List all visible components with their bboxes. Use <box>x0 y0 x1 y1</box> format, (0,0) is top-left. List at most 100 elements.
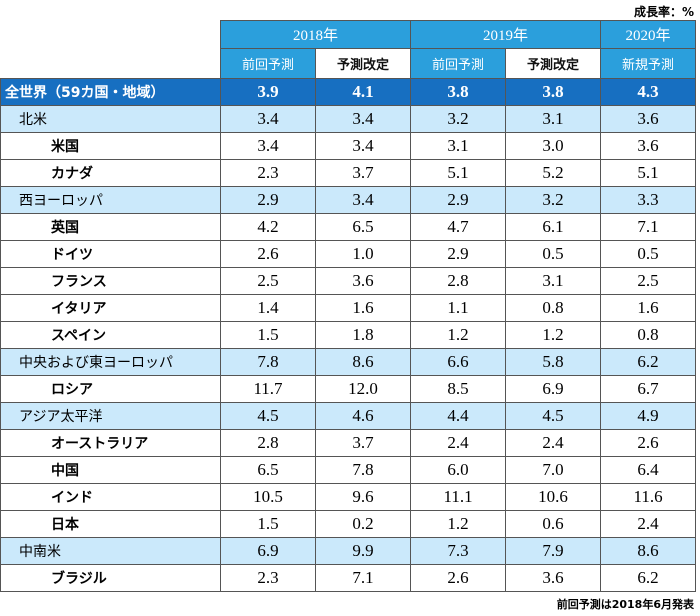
value-cell: 1.2 <box>410 510 507 538</box>
row-name: ドイツ <box>0 240 221 268</box>
value-cell: 2.9 <box>220 186 316 214</box>
value-cell: 3.4 <box>314 186 412 214</box>
value-cell: 5.1 <box>600 159 697 187</box>
value-cell: 4.5 <box>220 402 316 430</box>
year-header: 2019年 <box>410 20 602 49</box>
value-cell: 7.8 <box>314 456 412 484</box>
value-cell: 1.0 <box>314 240 412 268</box>
row: フランス 2.5 3.6 2.8 3.1 2.5 <box>0 267 697 295</box>
value-cell: 7.3 <box>410 537 507 565</box>
subheader-row: 前回予測 予測改定 前回予測 予測改定 新規予測 <box>0 48 697 79</box>
value-cell: 11.1 <box>410 483 507 511</box>
value-cell: 2.9 <box>410 186 507 214</box>
value-cell: 3.6 <box>600 105 697 133</box>
value-cell: 12.0 <box>314 375 412 403</box>
value-cell: 1.2 <box>410 321 507 349</box>
value-cell: 8.5 <box>410 375 507 403</box>
value-cell: 6.2 <box>600 348 697 376</box>
value-cell: 8.6 <box>314 348 412 376</box>
value-cell: 4.2 <box>220 213 316 241</box>
value-cell: 3.1 <box>505 105 602 133</box>
footnote: 前回予測は2018年6月発表 <box>556 598 694 611</box>
value-cell: 7.1 <box>314 564 412 592</box>
value-cell: 1.4 <box>220 294 316 322</box>
value-cell: 7.1 <box>600 213 697 241</box>
row-name: 中央および東ヨーロッパ <box>0 348 221 376</box>
value-cell: 0.5 <box>505 240 602 268</box>
value-cell: 1.6 <box>600 294 697 322</box>
value-cell: 3.6 <box>314 267 412 295</box>
value-cell: 2.6 <box>220 240 316 268</box>
value-cell: 3.8 <box>505 78 602 106</box>
row: 米国 3.4 3.4 3.1 3.0 3.6 <box>0 132 697 160</box>
value-cell: 6.0 <box>410 456 507 484</box>
subheader: 前回予測 <box>220 48 316 79</box>
value-cell: 4.7 <box>410 213 507 241</box>
value-cell: 5.1 <box>410 159 507 187</box>
value-cell: 3.1 <box>505 267 602 295</box>
value-cell: 1.5 <box>220 510 316 538</box>
value-cell: 6.4 <box>600 456 697 484</box>
unit-note: 成長率：% <box>633 5 694 19</box>
header-row: 2018年 2019年 2020年 <box>0 20 697 49</box>
row: ロシア 11.7 12.0 8.5 6.9 6.7 <box>0 375 697 403</box>
row-name: カナダ <box>0 159 221 187</box>
row-name: インド <box>0 483 221 511</box>
growth-table: 2018年 2019年 2020年 前回予測 予測改定 前回予測 予測改定 新規予測 全世界（5… <box>0 20 697 592</box>
value-cell: 6.2 <box>600 564 697 592</box>
value-cell: 3.4 <box>314 132 412 160</box>
value-cell: 3.7 <box>314 159 412 187</box>
value-cell: 7.9 <box>505 537 602 565</box>
value-cell: 3.6 <box>505 564 602 592</box>
value-cell: 4.3 <box>600 78 697 106</box>
value-cell: 8.6 <box>600 537 697 565</box>
row: 全世界（59カ国・地域） 3.9 4.1 3.8 3.8 4.3 <box>0 78 697 106</box>
row-name: 英国 <box>0 213 221 241</box>
value-cell: 9.9 <box>314 537 412 565</box>
value-cell: 3.4 <box>220 105 316 133</box>
value-cell: 2.6 <box>600 429 697 457</box>
row-name: アジア太平洋 <box>0 402 221 430</box>
value-cell: 1.2 <box>505 321 602 349</box>
value-cell: 1.5 <box>220 321 316 349</box>
value-cell: 7.0 <box>505 456 602 484</box>
value-cell: 3.4 <box>314 105 412 133</box>
row-name: オーストラリア <box>0 429 221 457</box>
row-name: ブラジル <box>0 564 221 592</box>
value-cell: 4.6 <box>314 402 412 430</box>
row: ドイツ 2.6 1.0 2.9 0.5 0.5 <box>0 240 697 268</box>
value-cell: 9.6 <box>314 483 412 511</box>
value-cell: 0.2 <box>314 510 412 538</box>
value-cell: 11.7 <box>220 375 316 403</box>
value-cell: 0.8 <box>600 321 697 349</box>
value-cell: 4.1 <box>314 78 412 106</box>
value-cell: 2.4 <box>600 510 697 538</box>
row-name: ロシア <box>0 375 221 403</box>
row-name: イタリア <box>0 294 221 322</box>
row: 北米 3.4 3.4 3.2 3.1 3.6 <box>0 105 697 133</box>
row-name: 日本 <box>0 510 221 538</box>
subheader: 新規予測 <box>600 48 697 79</box>
blank-cell <box>0 48 221 79</box>
row: ブラジル 2.3 7.1 2.6 3.6 6.2 <box>0 564 697 592</box>
value-cell: 3.3 <box>600 186 697 214</box>
value-cell: 6.1 <box>505 213 602 241</box>
value-cell: 2.4 <box>410 429 507 457</box>
subheader: 予測改定 <box>314 48 412 79</box>
year-header: 2018年 <box>219 20 412 49</box>
value-cell: 2.4 <box>505 429 602 457</box>
value-cell: 2.5 <box>600 267 697 295</box>
value-cell: 0.5 <box>600 240 697 268</box>
value-cell: 3.1 <box>410 132 507 160</box>
value-cell: 2.8 <box>410 267 507 295</box>
value-cell: 5.8 <box>505 348 602 376</box>
value-cell: 2.9 <box>410 240 507 268</box>
value-cell: 0.8 <box>505 294 602 322</box>
row: 日本 1.5 0.2 1.2 0.6 2.4 <box>0 510 697 538</box>
row-name: 米国 <box>0 132 221 160</box>
row: 中国 6.5 7.8 6.0 7.0 6.4 <box>0 456 697 484</box>
value-cell: 7.8 <box>220 348 316 376</box>
row-name: 全世界（59カ国・地域） <box>0 78 221 106</box>
value-cell: 6.9 <box>505 375 602 403</box>
